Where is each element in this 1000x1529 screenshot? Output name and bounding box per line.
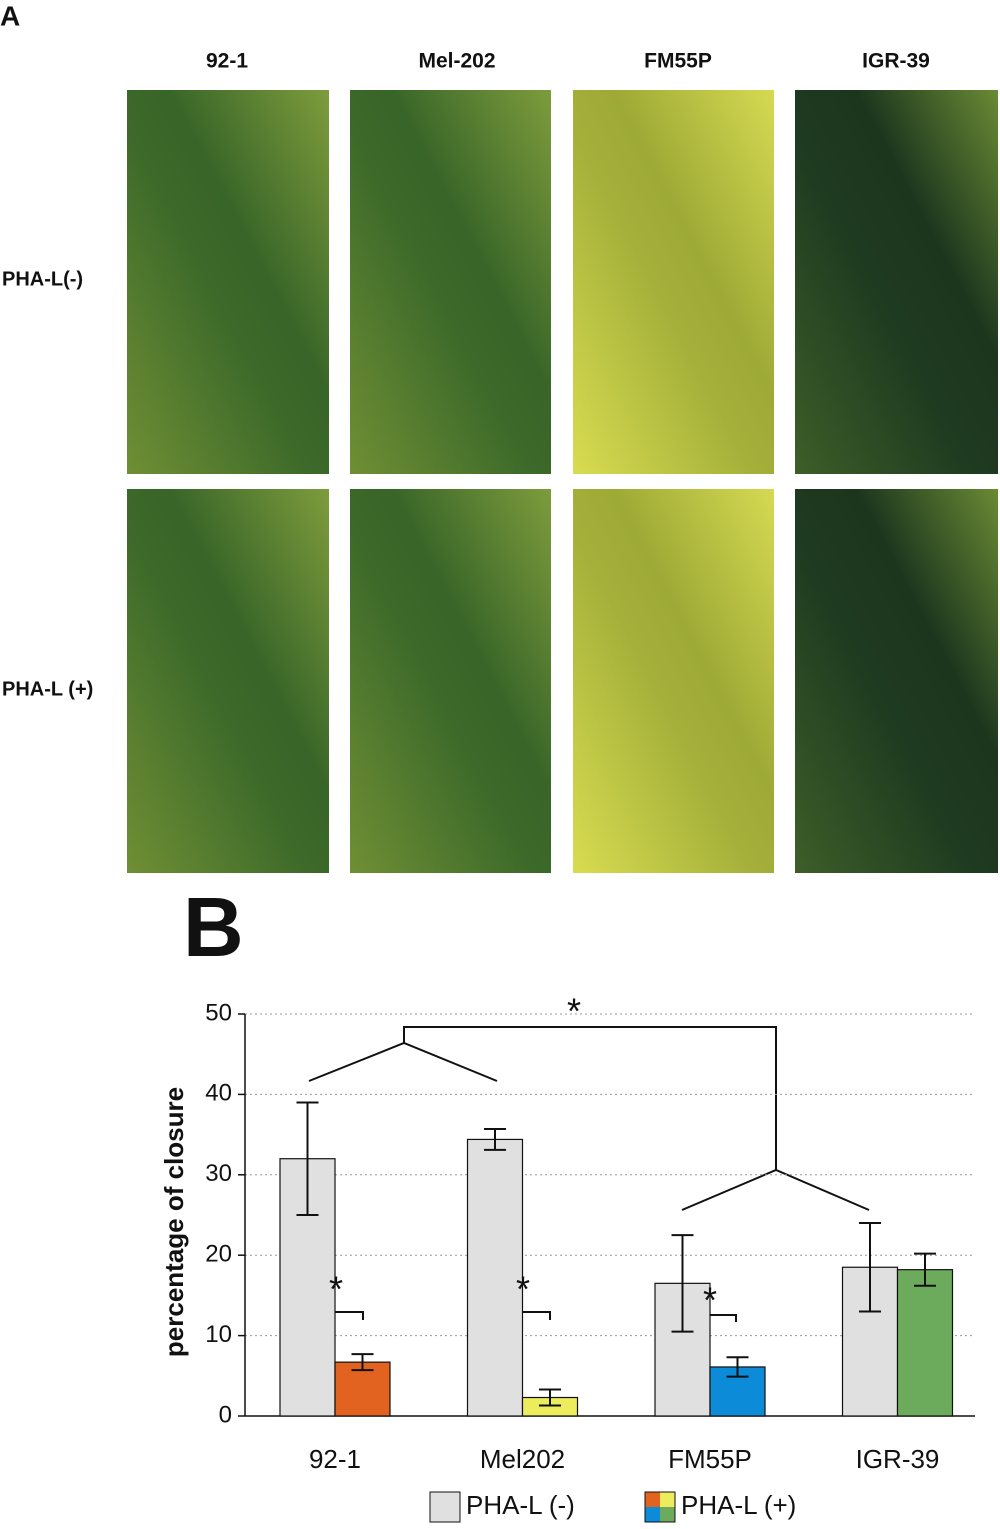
column-label: Mel-202 [418, 50, 495, 73]
y-tick-label: 20 [205, 1241, 232, 1268]
bracket [403, 1026, 777, 1170]
significance-mark: * [703, 1280, 717, 1321]
column-label: FM55P [644, 50, 712, 73]
legend-swatch [660, 1492, 675, 1507]
column-label: IGR-39 [862, 50, 930, 73]
micrograph [795, 489, 998, 873]
significance-mark: * [567, 991, 581, 1032]
micrograph [350, 489, 551, 873]
y-tick-label: 10 [205, 1321, 232, 1348]
micrograph [573, 90, 774, 474]
bar [466, 1138, 524, 1417]
panel-a-images [127, 90, 998, 873]
row-label: PHA-L(-) [2, 268, 83, 290]
micrograph [127, 90, 329, 474]
legend-swatch [645, 1507, 660, 1522]
micrograph [127, 489, 329, 873]
y-tick-label: 0 [219, 1401, 232, 1428]
micrograph [573, 489, 774, 873]
x-tick-label: 92-1 [309, 1444, 361, 1474]
bracket [308, 1041, 498, 1082]
y-tick-label: 40 [205, 1080, 232, 1107]
column-label: 92-1 [206, 50, 248, 73]
panel-label: B [183, 880, 244, 974]
y-tick-label: 30 [205, 1160, 232, 1187]
legend-swatch [660, 1507, 675, 1522]
y-axis-label: percentage of closure [159, 1087, 189, 1357]
bar [709, 1366, 766, 1417]
legend-swatch [429, 1491, 461, 1523]
legend-label: PHA-L (-) [466, 1490, 575, 1520]
legend-swatch-border [644, 1491, 676, 1523]
x-tick-label: IGR-39 [856, 1444, 940, 1474]
significance-mark: * [516, 1269, 530, 1310]
panel-label: A [0, 0, 20, 31]
bar [896, 1269, 954, 1417]
x-tick-label: FM55P [668, 1444, 752, 1474]
significance-mark: * [329, 1269, 343, 1310]
micrograph [350, 90, 551, 474]
micrograph [795, 90, 998, 474]
bracket [681, 1168, 870, 1211]
y-tick-label: 50 [205, 999, 232, 1026]
row-label: PHA-L (+) [2, 678, 93, 700]
legend-swatch [645, 1492, 660, 1507]
x-tick-label: Mel202 [480, 1444, 565, 1474]
legend-label: PHA-L (+) [681, 1490, 796, 1520]
